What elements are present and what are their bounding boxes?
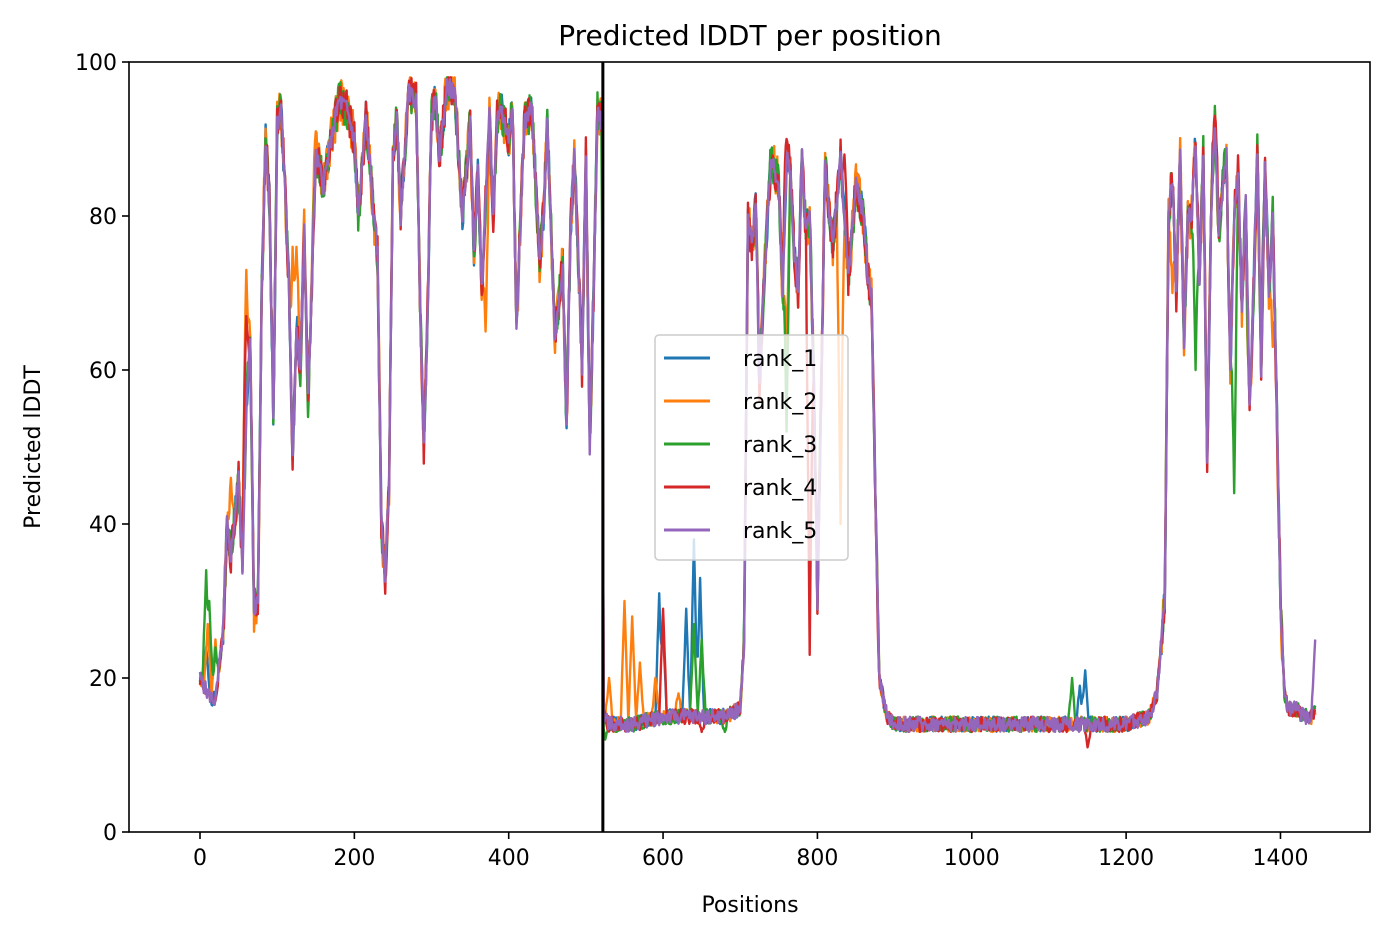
series-layer <box>198 76 1317 749</box>
legend-label: rank_1 <box>743 347 817 372</box>
x-tick-label: 200 <box>333 846 375 871</box>
y-axis-label: Predicted lDDT <box>21 365 46 529</box>
x-tick-label: 1400 <box>1252 846 1308 871</box>
legend-label: rank_2 <box>743 390 817 415</box>
x-axis-label: Positions <box>701 893 798 918</box>
x-tick-label: 1200 <box>1098 846 1154 871</box>
y-tick-label: 80 <box>89 205 117 230</box>
y-tick-label: 60 <box>89 359 117 384</box>
x-tick-label: 800 <box>796 846 838 871</box>
x-tick-label: 0 <box>193 846 207 871</box>
legend-label: rank_3 <box>743 433 817 458</box>
x-tick-label: 1000 <box>944 846 1000 871</box>
x-tick-label: 400 <box>488 846 530 871</box>
chart-title: Predicted lDDT per position <box>558 19 942 52</box>
legend-label: rank_4 <box>743 476 817 501</box>
y-tick-label: 40 <box>89 513 117 538</box>
x-tick-label: 600 <box>642 846 684 871</box>
series-line-rank_5 <box>198 77 1317 734</box>
y-axis-ticks: 0 20 40 60 80 100 <box>75 51 129 846</box>
y-tick-label: 100 <box>75 51 117 76</box>
legend-box <box>654 334 849 561</box>
y-tick-label: 0 <box>103 821 117 846</box>
legend: rank_1 rank_2 rank_3 rank_4 rank_5 <box>654 334 849 561</box>
plot-frame <box>128 61 1371 833</box>
legend-label: rank_5 <box>743 519 817 544</box>
y-tick-label: 20 <box>89 667 117 692</box>
x-axis-ticks: 0 200 400 600 800 1000 1200 1400 <box>193 832 1308 871</box>
